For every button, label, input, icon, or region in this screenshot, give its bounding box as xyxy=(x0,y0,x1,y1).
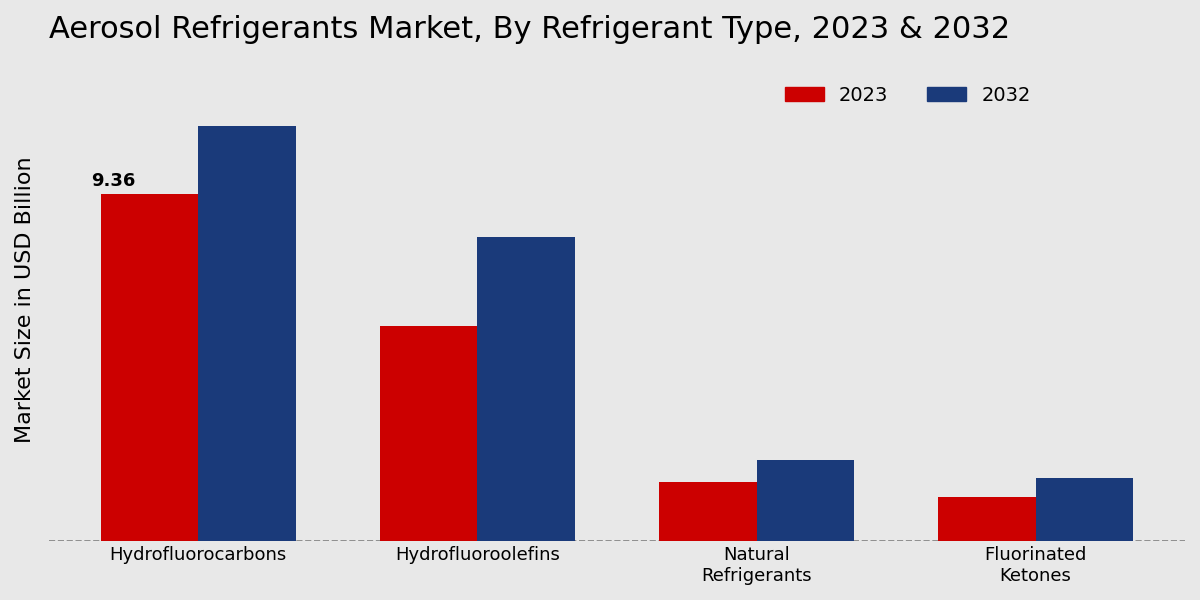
Bar xyxy=(659,482,756,541)
Text: 9.36: 9.36 xyxy=(91,172,136,190)
Bar xyxy=(938,497,1036,541)
Bar xyxy=(198,125,296,541)
Bar xyxy=(756,460,854,541)
Bar xyxy=(101,194,198,541)
Bar xyxy=(379,326,478,541)
Legend: 2023, 2032: 2023, 2032 xyxy=(776,78,1039,113)
Bar xyxy=(1036,478,1133,541)
Y-axis label: Market Size in USD Billion: Market Size in USD Billion xyxy=(14,157,35,443)
Text: Aerosol Refrigerants Market, By Refrigerant Type, 2023 & 2032: Aerosol Refrigerants Market, By Refriger… xyxy=(49,15,1010,44)
Bar xyxy=(478,237,575,541)
